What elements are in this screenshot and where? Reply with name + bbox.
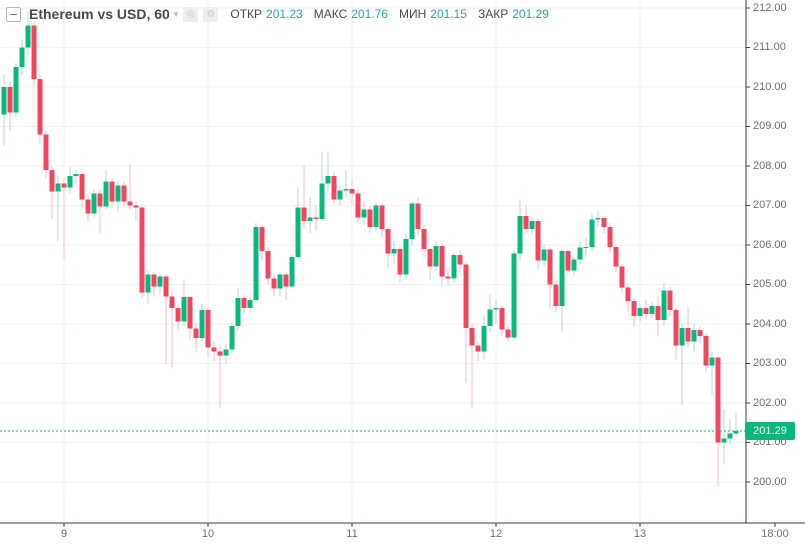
price-tick-label: 200.00 bbox=[753, 475, 787, 488]
symbol-title[interactable]: Ethereum vs USD, 60 bbox=[29, 6, 170, 22]
price-tick-label: 206.00 bbox=[753, 238, 787, 251]
time-tick-label: 9 bbox=[60, 528, 68, 540]
price-tick-label: 211.00 bbox=[753, 41, 786, 54]
price-tick-label: 205.00 bbox=[753, 278, 787, 291]
time-tick-label: 18:00 bbox=[761, 528, 789, 540]
low-label: МИН bbox=[398, 7, 427, 21]
time-tick-label: 12 bbox=[489, 528, 503, 540]
open-value: 201.23 bbox=[266, 7, 303, 21]
close-label: ЗАКР bbox=[477, 7, 509, 21]
time-tick-label: 13 bbox=[633, 528, 647, 540]
price-tick-label: 210.00 bbox=[753, 80, 787, 93]
high-label: МАКС bbox=[313, 7, 348, 21]
circle-icon[interactable]: ◎ bbox=[183, 6, 199, 22]
ohlc-readout: ОТКР 201.23 МАКС 201.76 МИН 201.15 ЗАКР … bbox=[230, 7, 560, 21]
close-value: 201.29 bbox=[512, 7, 549, 21]
price-tick-label: 204.00 bbox=[753, 317, 787, 330]
high-value: 201.76 bbox=[351, 7, 388, 21]
price-tick-label: 203.00 bbox=[753, 357, 787, 370]
collapse-icon[interactable] bbox=[6, 6, 21, 22]
price-axis[interactable]: 212.00 211.00 210.00 209.00 208.00 207.00 206.… bbox=[746, 0, 805, 523]
gear-icon[interactable]: ⚙ bbox=[203, 6, 219, 22]
chart-legend: Ethereum vs USD, 60 ▾ ◎ ⚙ ОТКР 201.23 МА… bbox=[6, 6, 560, 22]
chevron-down-icon[interactable]: ▾ bbox=[173, 8, 179, 19]
time-axis[interactable]: 9 10 11 12 13 18:00 bbox=[0, 523, 805, 547]
price-tick-label: 212.00 bbox=[753, 1, 787, 14]
price-tick-label: 209.00 bbox=[753, 120, 787, 133]
minus-glyph bbox=[10, 13, 17, 15]
low-value: 201.15 bbox=[430, 7, 467, 21]
price-tick-label: 207.00 bbox=[753, 199, 787, 212]
last-price-badge: 201.29 bbox=[745, 422, 795, 440]
open-label: ОТКР bbox=[230, 7, 263, 21]
time-tick-label: 11 bbox=[346, 528, 358, 540]
time-tick-label: 10 bbox=[201, 528, 215, 540]
price-tick-label: 202.00 bbox=[753, 396, 787, 409]
price-tick-label: 208.00 bbox=[753, 159, 787, 172]
